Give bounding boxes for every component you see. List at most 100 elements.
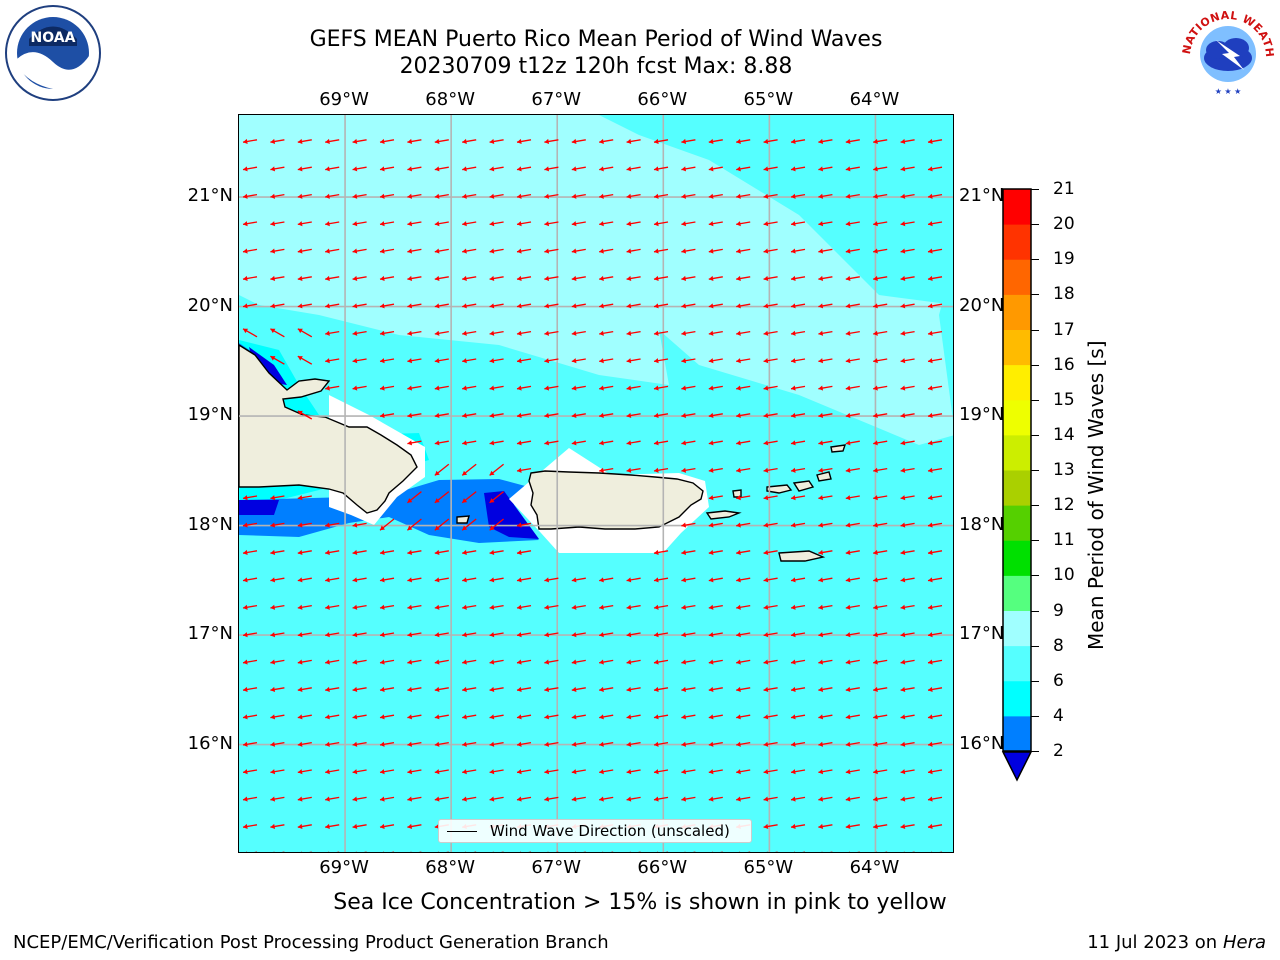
wind-wave-arrow <box>352 714 367 720</box>
wind-wave-arrow <box>571 659 586 665</box>
wind-wave-arrow <box>544 659 559 665</box>
colorbar-cell <box>1003 610 1031 647</box>
wind-wave-arrow <box>434 518 450 531</box>
wind-wave-arrow <box>242 604 258 610</box>
wind-wave-arrow <box>462 166 477 172</box>
colorbar-tick-mark <box>1031 610 1039 612</box>
wind-wave-arrow <box>571 166 586 172</box>
wind-wave-arrow <box>790 330 806 336</box>
wind-wave-arrow <box>544 796 559 802</box>
wind-wave-arrow <box>763 604 778 610</box>
wind-wave-arrow <box>873 412 888 419</box>
lon-label-bottom: 64°W <box>849 857 900 878</box>
wind-wave-arrow <box>763 358 778 364</box>
wind-wave-arrow <box>629 851 641 852</box>
wind-wave-arrow <box>325 769 340 775</box>
colorbar-tick-label: 11 <box>1053 530 1075 551</box>
wind-wave-arrow <box>900 138 915 145</box>
wind-wave-arrow <box>407 193 422 199</box>
wind-wave-arrow <box>516 385 532 391</box>
wind-wave-arrow <box>270 604 285 610</box>
wind-wave-arrow <box>516 248 532 254</box>
wind-wave-arrow <box>900 769 915 775</box>
colorbar-tick-label: 4 <box>1053 705 1064 726</box>
wind-wave-arrow <box>900 166 915 172</box>
wind-wave-arrow <box>462 549 477 556</box>
wind-wave-arrow <box>352 221 367 227</box>
wind-wave-arrow <box>818 467 833 473</box>
colorbar-tick-label: 18 <box>1053 284 1075 305</box>
wind-wave-arrow <box>407 330 422 336</box>
wind-wave-arrow <box>653 632 669 638</box>
wind-wave-arrow <box>681 440 696 446</box>
wind-wave-arrow <box>325 549 340 556</box>
wind-wave-arrow <box>790 412 806 419</box>
wind-wave-arrow <box>681 467 696 473</box>
wind-wave-arrow <box>297 193 312 199</box>
wind-wave-arrow <box>927 440 943 446</box>
wind-wave-arrow <box>352 275 367 282</box>
wind-wave-arrow <box>763 275 778 282</box>
wind-wave-arrow <box>599 138 614 145</box>
wind-wave-arrow <box>544 632 559 638</box>
wind-wave-arrow <box>927 632 943 638</box>
wind-wave-arrow <box>489 221 504 227</box>
wind-wave-arrow <box>818 495 833 501</box>
wind-wave-arrow <box>900 385 915 391</box>
wind-wave-arrow <box>379 577 395 583</box>
wind-wave-arrow <box>790 577 806 583</box>
wind-wave-arrow <box>270 686 285 693</box>
wind-wave-arrow <box>790 166 806 172</box>
wind-wave-arrow <box>927 193 943 199</box>
wind-wave-arrow <box>434 741 449 747</box>
wind-wave-arrow <box>571 221 586 227</box>
wind-wave-arrow <box>873 193 888 199</box>
wind-wave-arrow <box>273 851 285 852</box>
wind-wave-arrow <box>352 823 367 830</box>
wind-wave-arrow <box>379 193 395 199</box>
wind-wave-arrow <box>653 549 669 556</box>
wind-wave-arrow <box>516 138 532 145</box>
wind-wave-arrow <box>325 823 340 830</box>
wind-wave-arrow <box>845 412 860 419</box>
wind-wave-arrow <box>708 303 723 309</box>
wind-wave-arrow <box>845 193 860 199</box>
wind-wave-arrow <box>489 741 504 747</box>
vieques-island <box>705 510 742 520</box>
colorbar-tick-mark <box>1031 575 1039 577</box>
colorbar-tick-mark <box>1031 434 1039 436</box>
wind-wave-arrow <box>407 303 422 309</box>
wind-wave-arrow <box>708 358 723 364</box>
wind-wave-arrow <box>845 138 860 145</box>
wind-wave-arrow <box>845 166 860 172</box>
wind-wave-arrow <box>845 495 860 501</box>
wind-wave-arrow <box>571 440 586 446</box>
wind-wave-arrow <box>516 275 532 282</box>
wind-wave-arrow <box>599 412 614 419</box>
wind-wave-arrow <box>927 248 943 254</box>
wind-wave-arrow <box>736 659 751 665</box>
wind-wave-arrow <box>845 714 860 720</box>
wind-wave-arrow <box>297 495 312 501</box>
footer-date-text: 11 Jul 2023 on <box>1087 932 1218 953</box>
wind-wave-arrow <box>516 604 532 610</box>
wind-wave-arrow <box>653 412 669 419</box>
wind-wave-arrow <box>873 275 888 282</box>
wind-wave-arrow <box>297 686 312 693</box>
wind-wave-arrow <box>626 193 641 199</box>
wind-wave-arrow <box>626 385 641 391</box>
wind-wave-arrow <box>599 358 614 364</box>
wind-wave-arrow <box>516 522 532 528</box>
wind-wave-arrow <box>270 796 285 802</box>
wind-wave-arrow <box>873 714 888 720</box>
wind-wave-arrow <box>434 440 449 446</box>
wind-wave-arrow <box>379 796 395 802</box>
wind-wave-arrow <box>325 714 340 720</box>
wind-wave-arrow <box>681 193 696 199</box>
wind-wave-arrow <box>352 632 367 638</box>
wind-wave-arrow <box>900 577 915 583</box>
wind-wave-arrow <box>653 193 669 199</box>
wind-wave-arrow <box>410 851 422 852</box>
wind-wave-arrow <box>297 355 313 365</box>
wind-wave-arrow <box>681 796 696 802</box>
